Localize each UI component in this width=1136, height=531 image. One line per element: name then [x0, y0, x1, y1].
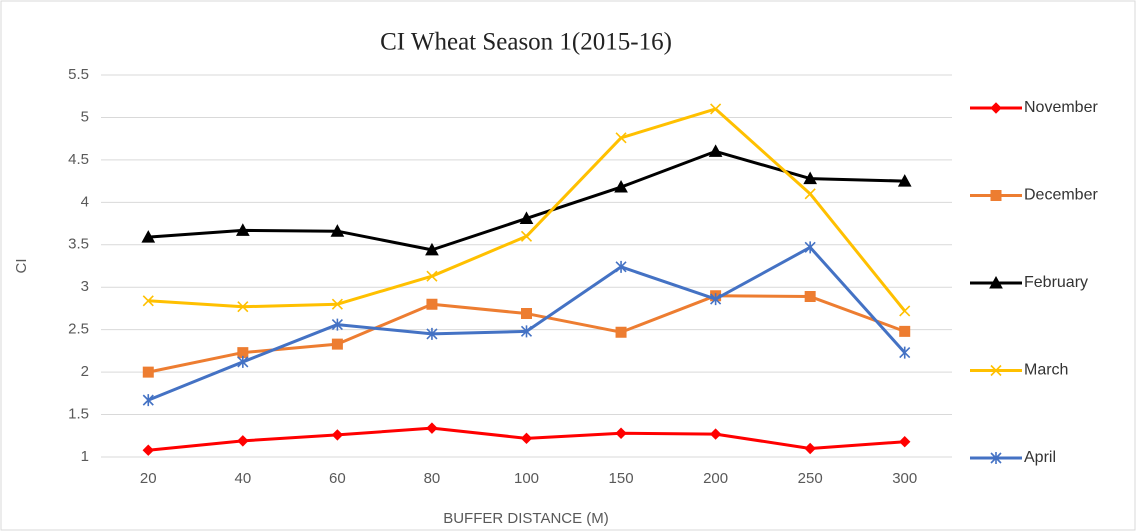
marker [804, 241, 816, 254]
y-tick-label: 4 [81, 193, 89, 210]
marker [989, 275, 1003, 289]
y-axis-label: CI [13, 259, 30, 274]
marker [520, 432, 533, 445]
x-tick-label: 80 [424, 470, 441, 487]
marker [899, 436, 911, 448]
y-tick-label: 4.5 [68, 151, 89, 168]
marker [990, 452, 1002, 464]
y-tick-label: 3 [81, 278, 89, 295]
x-tick-label: 300 [892, 470, 917, 487]
marker [520, 230, 533, 242]
marker [615, 260, 627, 273]
marker [426, 327, 438, 340]
chart-title: CI Wheat Season 1(2015-16) [380, 29, 672, 56]
marker [615, 132, 627, 144]
marker [519, 211, 534, 224]
marker [331, 429, 344, 441]
marker [520, 325, 533, 338]
y-tick-label: 1.5 [68, 406, 89, 423]
marker [331, 338, 343, 350]
marker [142, 394, 154, 407]
marker [237, 301, 249, 313]
marker [235, 223, 250, 236]
marker [804, 188, 816, 200]
legend-text: April [1024, 449, 1056, 466]
x-tick-label: 20 [140, 470, 157, 487]
legend-text: February [1024, 274, 1088, 291]
x-tick-label: 200 [703, 470, 728, 487]
legend-text: November [1024, 99, 1098, 116]
marker [804, 442, 816, 455]
marker [142, 295, 154, 307]
marker [426, 422, 438, 434]
marker [899, 305, 911, 317]
y-tick-label: 5.5 [68, 66, 89, 83]
marker [709, 428, 722, 440]
y-tick-label: 1 [81, 448, 89, 465]
marker [142, 444, 154, 456]
legend-text: March [1024, 362, 1068, 379]
marker [614, 180, 628, 193]
marker [990, 190, 1002, 201]
x-tick-label: 250 [798, 470, 823, 487]
x-tick-label: 150 [609, 470, 634, 487]
marker [708, 144, 723, 157]
marker [237, 435, 249, 447]
marker [425, 242, 439, 256]
marker [990, 102, 1002, 114]
marker [990, 364, 1002, 377]
y-tick-label: 2 [81, 363, 89, 380]
marker [237, 355, 249, 368]
legend-text: December [1024, 187, 1098, 204]
marker [331, 318, 343, 331]
marker [142, 366, 154, 378]
marker [803, 171, 818, 185]
marker [141, 230, 156, 243]
marker [899, 325, 911, 337]
marker [521, 308, 532, 320]
marker [899, 346, 911, 359]
y-tick-label: 3.5 [68, 236, 89, 253]
x-tick-label: 100 [514, 470, 539, 487]
y-tick-label: 2.5 [68, 321, 89, 338]
marker [804, 291, 816, 303]
x-tick-label: 40 [234, 470, 251, 487]
y-tick-label: 5 [81, 108, 89, 125]
marker [330, 224, 345, 237]
marker [426, 298, 438, 310]
marker [897, 174, 912, 187]
marker [331, 298, 343, 310]
marker [710, 293, 722, 306]
marker [615, 326, 627, 338]
marker [615, 427, 627, 439]
marker [426, 270, 438, 282]
x-axis-label: BUFFER DISTANCE (M) [443, 510, 609, 527]
x-tick-label: 60 [329, 470, 346, 487]
marker [710, 103, 722, 115]
